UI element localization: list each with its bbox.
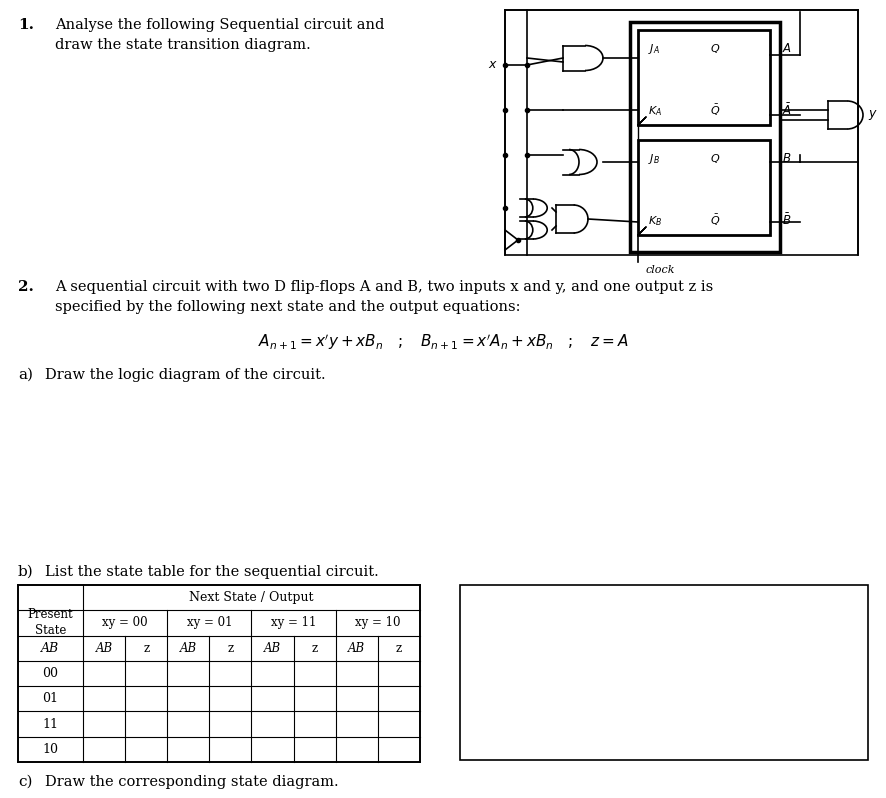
Text: c): c) [18, 775, 33, 789]
Text: z: z [312, 642, 318, 654]
Text: Analyse the following Sequential circuit and: Analyse the following Sequential circuit… [55, 18, 385, 32]
Text: $\bar{A}$: $\bar{A}$ [782, 103, 792, 118]
Text: AB: AB [42, 642, 59, 654]
Text: $K_B$: $K_B$ [648, 214, 662, 228]
Text: Draw the corresponding state diagram.: Draw the corresponding state diagram. [45, 775, 338, 789]
Text: $y$: $y$ [868, 108, 878, 122]
Text: AB: AB [348, 642, 365, 654]
Text: AB: AB [96, 642, 113, 654]
Bar [505, 10, 858, 255]
Text: AB: AB [180, 642, 197, 654]
Text: z: z [144, 642, 149, 654]
Text: Draw the logic diagram of the circuit.: Draw the logic diagram of the circuit. [45, 368, 326, 382]
Text: $x$: $x$ [488, 58, 498, 72]
Text: xy = 00: xy = 00 [102, 616, 148, 630]
Text: xy = 10: xy = 10 [355, 616, 400, 630]
Text: $J_B$: $J_B$ [648, 152, 660, 166]
Text: 10: 10 [43, 743, 58, 756]
Text: a): a) [18, 368, 33, 382]
Text: z: z [228, 642, 234, 654]
Text: A sequential circuit with two D flip-flops A and B, two inputs x and y, and one : A sequential circuit with two D flip-flo… [55, 280, 713, 294]
Text: 11: 11 [43, 717, 58, 731]
Text: $J_A$: $J_A$ [648, 42, 660, 56]
Text: specified by the following next state and the output equations:: specified by the following next state an… [55, 300, 520, 314]
Text: $A_{n+1} = x'y + xB_n\quad;\quad B_{n+1} = x'A_n + xB_n\quad;\quad z=A$: $A_{n+1} = x'y + xB_n\quad;\quad B_{n+1}… [258, 332, 628, 352]
Text: $B$: $B$ [782, 152, 791, 165]
Text: $\bar{Q}$: $\bar{Q}$ [710, 213, 720, 228]
Text: 00: 00 [43, 667, 58, 680]
Text: $\bar{B}$: $\bar{B}$ [782, 212, 791, 228]
Text: Present
State: Present State [27, 608, 74, 638]
Text: List the state table for the sequential circuit.: List the state table for the sequential … [45, 565, 378, 579]
Text: draw the state transition diagram.: draw the state transition diagram. [55, 38, 311, 52]
Text: 01: 01 [43, 693, 58, 705]
Text: z: z [396, 642, 402, 654]
Text: Next State / Output: Next State / Output [190, 591, 314, 604]
Bar [630, 22, 780, 252]
Text: clock: clock [645, 265, 675, 275]
Text: $A$: $A$ [782, 42, 792, 55]
Text: $Q$: $Q$ [710, 42, 720, 55]
Bar [18, 585, 420, 762]
Text: $K_A$: $K_A$ [648, 105, 662, 118]
Text: 2.: 2. [18, 280, 34, 294]
Text: xy = 11: xy = 11 [271, 616, 316, 630]
Text: b): b) [18, 565, 34, 579]
Text: xy = 01: xy = 01 [187, 616, 232, 630]
Text: $Q$: $Q$ [710, 152, 720, 165]
Text: 1.: 1. [18, 18, 34, 32]
Text: $\bar{Q}$: $\bar{Q}$ [710, 103, 720, 118]
Text: AB: AB [264, 642, 281, 654]
Bar [638, 140, 770, 235]
Bar [638, 30, 770, 125]
Bar [460, 585, 868, 760]
